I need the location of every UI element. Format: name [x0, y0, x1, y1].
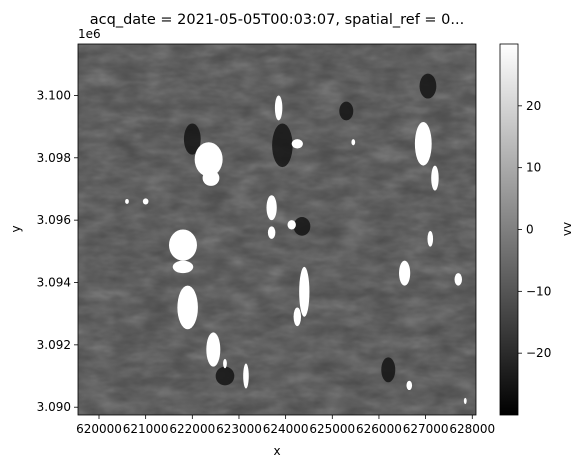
high-value-region-22 — [223, 358, 227, 369]
high-value-region-3 — [291, 139, 303, 149]
y-tick-label: 3.092 — [37, 338, 71, 352]
high-value-region-6 — [287, 220, 296, 230]
plot-frame — [77, 43, 477, 416]
high-value-region-14 — [414, 121, 432, 166]
colorbar-ticks: −20 −10 0 10 20 — [518, 99, 551, 360]
high-value-region-20 — [142, 198, 149, 205]
high-value-region-4 — [266, 195, 277, 221]
colorbar-tick-label: 10 — [526, 161, 541, 175]
high-value-region-16 — [399, 260, 411, 286]
y-offset-text: 1e6 — [78, 27, 101, 41]
high-value-region-23 — [351, 139, 356, 146]
high-value-region-10 — [206, 332, 221, 367]
x-tick-label: 628000 — [449, 422, 495, 436]
high-value-region-21 — [125, 198, 129, 204]
high-value-region-17 — [427, 231, 434, 247]
colorbar-tick-label: −20 — [526, 346, 551, 360]
low-value-region-3 — [293, 217, 311, 236]
high-value-region-11 — [299, 266, 310, 317]
colorbar-label: vv — [560, 222, 574, 236]
x-tick-label: 624000 — [263, 422, 309, 436]
x-tick-label: 626000 — [356, 422, 402, 436]
x-tick-label: 625000 — [309, 422, 355, 436]
x-tick-label: 627000 — [403, 422, 449, 436]
high-value-region-5 — [267, 226, 276, 239]
low-value-region-4 — [339, 101, 354, 121]
colorbar: −20 −10 0 10 20 vv — [499, 43, 574, 416]
high-value-region-7 — [168, 229, 197, 261]
colorbar-gradient — [500, 44, 518, 415]
low-value-region-1 — [419, 73, 437, 99]
high-value-region-8 — [172, 260, 194, 274]
y-tick-label: 3.094 — [37, 276, 71, 290]
x-tick-label: 621000 — [123, 422, 169, 436]
chart-title: acq_date = 2021-05-05T00:03:07, spatial_… — [90, 12, 464, 28]
low-value-regions — [183, 73, 437, 386]
high-value-region-18 — [454, 273, 463, 286]
high-value-region-2 — [274, 95, 283, 121]
x-axis: 620000 621000 622000 623000 624000 625000 6260… — [76, 415, 495, 436]
y-axis: 3.090 3.092 3.094 3.096 3.098 3.100 — [37, 88, 78, 414]
low-value-region-5 — [215, 366, 235, 386]
y-tick-label: 3.098 — [37, 151, 71, 165]
y-tick-label: 3.100 — [37, 88, 71, 102]
low-value-region-0 — [272, 123, 293, 168]
high-value-region-19 — [406, 380, 413, 391]
low-value-region-2 — [183, 123, 201, 155]
high-value-regions — [125, 95, 467, 405]
x-tick-label: 622000 — [169, 422, 215, 436]
high-value-region-13 — [243, 363, 249, 389]
x-tick-label: 623000 — [216, 422, 262, 436]
high-value-region-9 — [177, 285, 198, 330]
high-value-region-24 — [463, 397, 467, 405]
colorbar-tick-label: 20 — [526, 99, 541, 113]
low-value-region-6 — [381, 357, 396, 383]
colorbar-tick-label: 0 — [526, 223, 534, 237]
high-value-region-0 — [194, 142, 223, 177]
y-axis-label: y — [9, 225, 23, 232]
colorbar-tick-label: −10 — [526, 284, 551, 298]
high-value-region-15 — [431, 165, 439, 191]
x-axis-label: x — [273, 444, 280, 458]
plot-area — [78, 44, 476, 415]
y-tick-label: 3.090 — [37, 400, 71, 414]
x-tick-label: 620000 — [76, 422, 122, 436]
high-value-region-1 — [202, 170, 220, 186]
high-value-region-12 — [293, 307, 302, 327]
y-tick-label: 3.096 — [37, 213, 71, 227]
